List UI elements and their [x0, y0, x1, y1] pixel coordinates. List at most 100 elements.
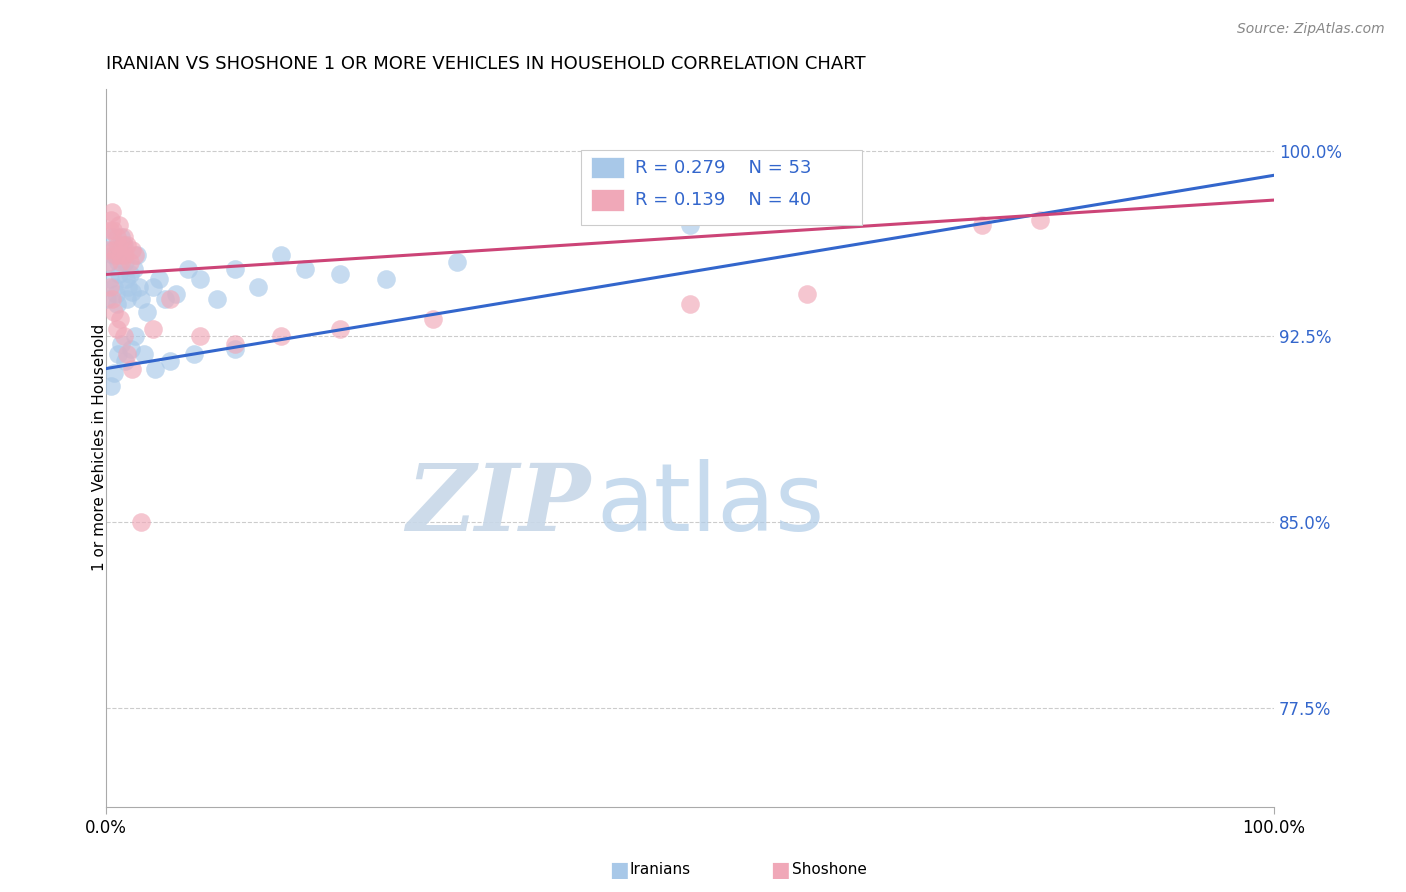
Point — [112, 329, 135, 343]
Point — [129, 515, 152, 529]
Point — [446, 255, 468, 269]
Point — [105, 297, 128, 311]
Point — [375, 272, 398, 286]
Point — [142, 322, 165, 336]
Point — [121, 243, 143, 257]
Text: Shoshone: Shoshone — [792, 863, 866, 877]
Point — [103, 223, 125, 237]
Text: R = 0.139    N = 40: R = 0.139 N = 40 — [636, 191, 811, 209]
Point — [98, 280, 121, 294]
Text: Iranians: Iranians — [630, 863, 690, 877]
Point — [107, 255, 129, 269]
Point — [103, 247, 125, 261]
Point — [224, 262, 246, 277]
Point — [159, 292, 181, 306]
Text: ■: ■ — [770, 860, 790, 880]
Point — [148, 272, 170, 286]
Point — [188, 272, 211, 286]
Point — [121, 361, 143, 376]
Point — [124, 247, 146, 261]
Point — [121, 285, 143, 299]
Point — [100, 379, 122, 393]
Point — [679, 297, 702, 311]
Point — [103, 304, 125, 318]
Point — [159, 354, 181, 368]
Point — [114, 255, 136, 269]
Point — [104, 247, 127, 261]
Point — [1029, 213, 1052, 227]
Point — [224, 336, 246, 351]
Point — [115, 272, 138, 286]
Point — [294, 262, 316, 277]
Point — [101, 230, 124, 244]
Text: R = 0.279    N = 53: R = 0.279 N = 53 — [636, 159, 811, 177]
Point — [117, 280, 139, 294]
Point — [100, 213, 122, 227]
Point — [105, 230, 128, 244]
Text: IRANIAN VS SHOSHONE 1 OR MORE VEHICLES IN HOUSEHOLD CORRELATION CHART: IRANIAN VS SHOSHONE 1 OR MORE VEHICLES I… — [107, 55, 866, 73]
Point — [205, 292, 228, 306]
Point — [112, 230, 135, 244]
Point — [270, 247, 292, 261]
Point — [153, 292, 176, 306]
Point — [103, 280, 125, 294]
Point — [100, 243, 122, 257]
Point — [122, 262, 145, 277]
Point — [96, 292, 118, 306]
Point — [329, 268, 352, 282]
Point — [117, 292, 139, 306]
Point — [188, 329, 211, 343]
Point — [183, 346, 205, 360]
Point — [105, 322, 128, 336]
Point — [117, 346, 139, 360]
Point — [796, 287, 818, 301]
Point — [110, 247, 132, 261]
Point — [136, 304, 159, 318]
Point — [97, 255, 120, 269]
Point — [124, 329, 146, 343]
Text: atlas: atlas — [596, 459, 825, 551]
Point — [107, 346, 129, 360]
Point — [165, 287, 187, 301]
Point — [114, 247, 136, 261]
FancyBboxPatch shape — [591, 157, 623, 178]
Point — [103, 367, 125, 381]
Point — [970, 218, 993, 232]
Point — [108, 268, 131, 282]
Point — [108, 218, 131, 232]
Point — [679, 218, 702, 232]
Point — [111, 247, 134, 261]
Point — [98, 223, 121, 237]
Point — [96, 243, 118, 257]
Point — [110, 255, 132, 269]
Point — [112, 237, 135, 252]
Point — [101, 205, 124, 219]
Point — [104, 287, 127, 301]
Point — [224, 342, 246, 356]
Text: ZIP: ZIP — [406, 460, 591, 550]
Point — [132, 346, 155, 360]
Y-axis label: 1 or more Vehicles in Household: 1 or more Vehicles in Household — [91, 324, 107, 572]
Point — [107, 237, 129, 252]
Point — [111, 237, 134, 252]
Point — [110, 243, 132, 257]
Point — [110, 312, 132, 326]
Point — [142, 280, 165, 294]
FancyBboxPatch shape — [591, 189, 623, 211]
FancyBboxPatch shape — [582, 150, 862, 225]
Point — [120, 342, 142, 356]
Point — [329, 322, 352, 336]
Point — [177, 262, 200, 277]
Point — [247, 280, 270, 294]
Point — [114, 354, 136, 368]
Point — [98, 272, 121, 286]
Point — [110, 230, 132, 244]
Point — [101, 292, 124, 306]
Point — [110, 336, 132, 351]
Point — [128, 280, 150, 294]
Point — [129, 292, 152, 306]
Point — [125, 247, 148, 261]
Text: ■: ■ — [609, 860, 628, 880]
Point — [97, 255, 120, 269]
Point — [118, 255, 141, 269]
